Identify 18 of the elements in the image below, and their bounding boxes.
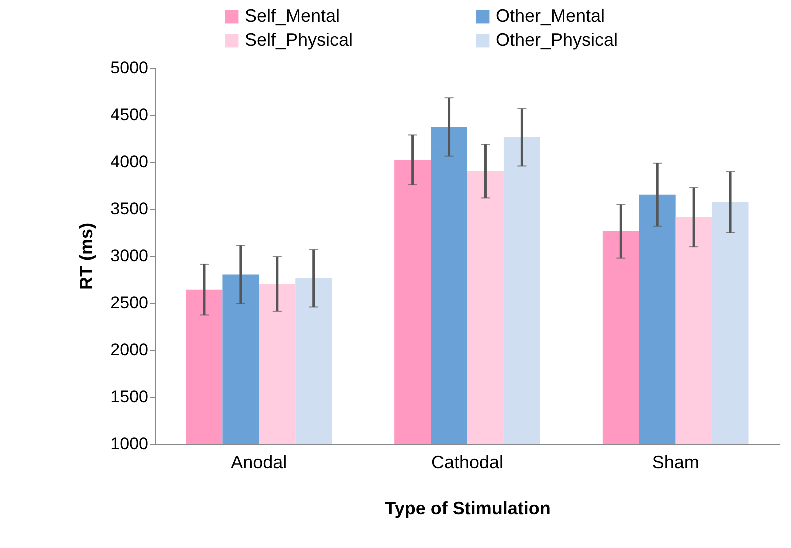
y-tick-label: 5000 [110,58,148,78]
y-tick-label: 3000 [110,246,148,266]
y-tick-label: 3500 [110,200,148,218]
y-tick-label: 2500 [110,294,148,312]
y-tick-label: 1000 [110,434,148,454]
x-tick-label: Anodal [231,452,288,472]
legend-label: Other_Physical [496,30,618,50]
y-tick-label: 4500 [110,106,148,124]
legend-label: Self_Mental [245,6,340,26]
x-tick-label: Sham [652,452,700,472]
legend-label: Other_Mental [496,6,606,26]
y-axis-title: RT (ms) [76,222,97,290]
x-axis-title: Type of Stimulation [385,498,551,518]
y-tick-label: 1500 [110,388,148,406]
y-tick-label: 4000 [110,152,148,172]
x-tick-label: Cathodal [431,452,504,472]
y-tick-label: 2000 [110,340,148,360]
legend-label: Self_Physical [245,30,354,50]
